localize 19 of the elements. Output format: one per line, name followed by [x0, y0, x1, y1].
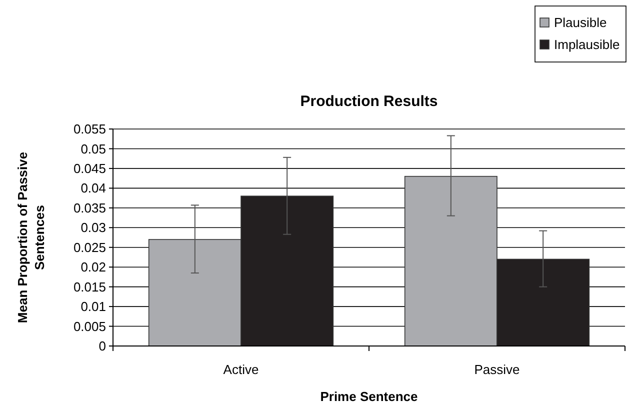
y-tick-label: 0.035 — [73, 200, 106, 216]
y-axis-title: Mean Proportion of Passive Sentences — [15, 152, 47, 324]
y-tick-label: 0.05 — [80, 141, 106, 156]
chart-title: Production Results — [300, 93, 438, 110]
y-tick-label: 0.025 — [73, 240, 106, 255]
y-tick-label: 0.015 — [73, 279, 106, 294]
x-tick-label: Passive — [474, 362, 520, 377]
y-tick-label: 0.005 — [73, 318, 106, 334]
y-tick-label: 0.055 — [73, 122, 106, 137]
y-tick-label: 0.045 — [73, 161, 106, 176]
y-tick-label: 0.01 — [80, 299, 106, 314]
legend-label: Plausible — [554, 15, 607, 30]
y-tick-label: 0.02 — [80, 260, 106, 275]
x-tick-label: Active — [223, 362, 259, 377]
y-tick-label: 0 — [98, 338, 106, 354]
legend-label: Implausible — [554, 37, 620, 52]
y-tick-label: 0.04 — [80, 180, 106, 196]
x-axis-title: Prime Sentence — [320, 389, 418, 404]
y-tick-label: 0.03 — [80, 220, 106, 236]
